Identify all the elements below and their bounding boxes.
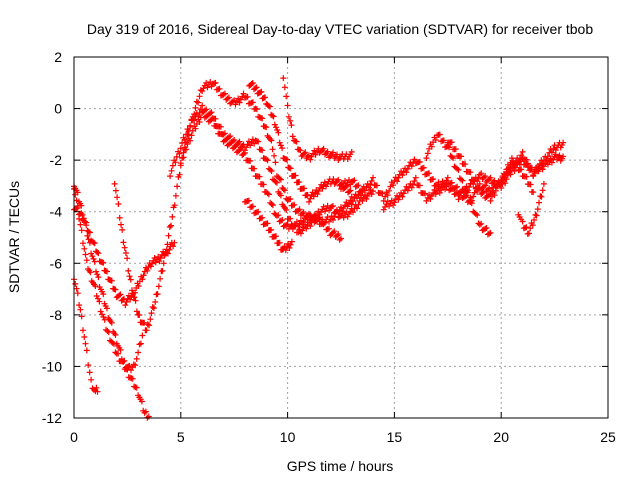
x-tick-label: 25 bbox=[600, 429, 616, 445]
series-track-14 bbox=[444, 139, 537, 204]
data-point-markers bbox=[241, 197, 295, 254]
y-tick-label: 0 bbox=[54, 101, 62, 117]
series-track-10 bbox=[280, 75, 355, 163]
data-point-markers bbox=[280, 75, 355, 163]
y-tick-label: -10 bbox=[42, 358, 62, 374]
series-track-7 bbox=[177, 108, 344, 243]
y-tick-label: -6 bbox=[50, 255, 63, 271]
series-track-13 bbox=[423, 131, 494, 238]
chart-title: Day 319 of 2016, Sidereal Day-to-day VTE… bbox=[87, 21, 594, 37]
axis-tick-labels: 0 5 10 15 20 25 -12 -10 -8 -6 -4 -2 0 2 bbox=[42, 49, 616, 445]
series-track-9 bbox=[241, 197, 295, 254]
data-point-markers bbox=[423, 131, 494, 238]
x-tick-label: 20 bbox=[493, 429, 509, 445]
x-axis-label: GPS time / hours bbox=[287, 458, 394, 474]
data-point-markers bbox=[246, 80, 355, 205]
x-tick-label: 5 bbox=[177, 429, 185, 445]
data-point-markers bbox=[177, 108, 344, 243]
data-point-markers bbox=[444, 139, 537, 204]
x-tick-label: 10 bbox=[280, 429, 296, 445]
y-axis-label: SDTVAR / TECUs bbox=[6, 181, 22, 293]
y-tick-label: -8 bbox=[50, 307, 63, 323]
plot-frame bbox=[73, 56, 609, 419]
data-point-markers bbox=[515, 180, 547, 237]
x-tick-label: 15 bbox=[387, 429, 403, 445]
axis-ticks bbox=[73, 56, 609, 419]
y-tick-label: 2 bbox=[54, 49, 62, 65]
series-track-15 bbox=[515, 180, 547, 237]
y-tick-label: -4 bbox=[50, 204, 63, 220]
x-tick-label: 0 bbox=[70, 429, 78, 445]
y-tick-label: -12 bbox=[42, 410, 62, 426]
series-track-8 bbox=[246, 80, 355, 205]
y-tick-label: -2 bbox=[50, 152, 63, 168]
